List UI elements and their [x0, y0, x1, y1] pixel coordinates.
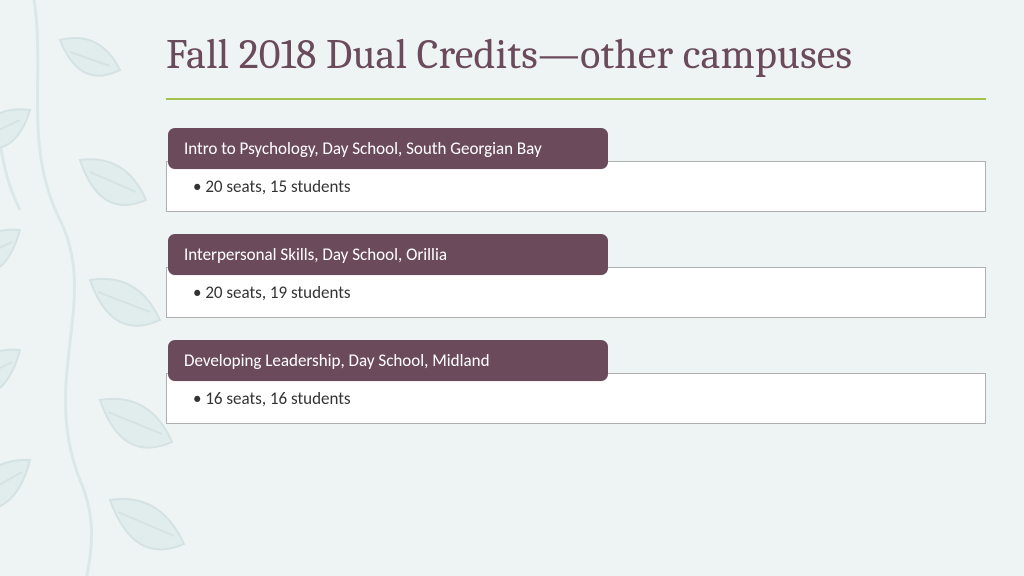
course-item: Intro to Psychology, Day School, South G… — [166, 128, 986, 212]
course-detail: 20 seats, 19 students — [193, 282, 351, 303]
course-header: Intro to Psychology, Day School, South G… — [168, 128, 608, 169]
course-item: Interpersonal Skills, Day School, Orilli… — [166, 234, 986, 318]
course-detail: 16 seats, 16 students — [193, 388, 351, 409]
slide-content: Fall 2018 Dual Credits—other campuses In… — [166, 30, 986, 446]
course-header: Developing Leadership, Day School, Midla… — [168, 340, 608, 381]
slide-title: Fall 2018 Dual Credits—other campuses — [166, 30, 986, 80]
course-item: Developing Leadership, Day School, Midla… — [166, 340, 986, 424]
course-detail: 20 seats, 15 students — [193, 176, 351, 197]
title-rule — [166, 98, 986, 100]
course-header: Interpersonal Skills, Day School, Orilli… — [168, 234, 608, 275]
